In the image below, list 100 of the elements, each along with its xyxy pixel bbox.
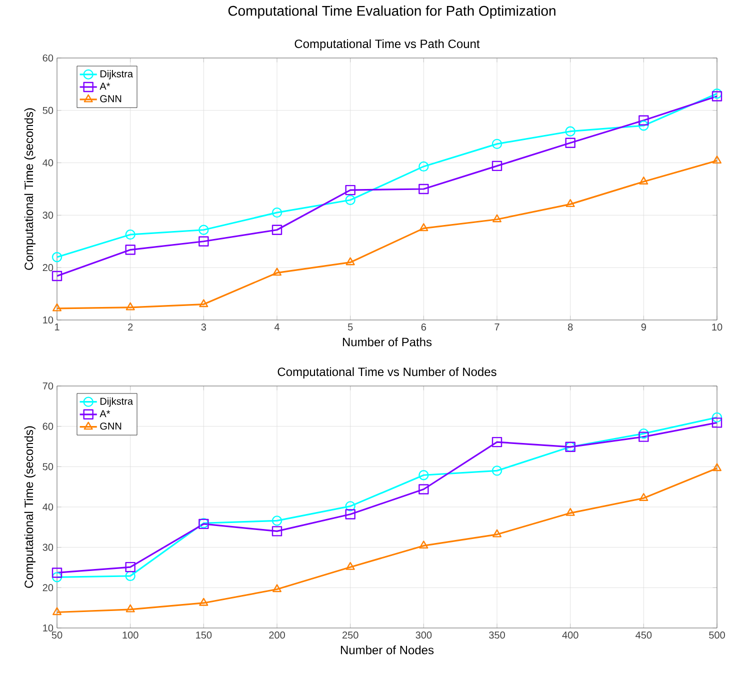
x-tick-label: 4	[274, 324, 280, 330]
y-tick-label: 10	[43, 316, 54, 324]
point	[345, 509, 356, 520]
legend-label: A*	[100, 410, 110, 418]
point	[712, 463, 722, 472]
point	[272, 516, 282, 526]
point	[272, 207, 282, 218]
point	[492, 214, 502, 222]
x-tick-label: 100	[122, 632, 138, 639]
point	[419, 223, 428, 232]
point	[198, 236, 209, 246]
point	[712, 88, 722, 99]
point	[566, 508, 575, 516]
y-tick-label: 70	[42, 382, 54, 390]
point	[52, 572, 62, 582]
point	[346, 257, 355, 266]
x-tick-label: 2	[128, 324, 133, 331]
x-tick-label: 450	[636, 632, 652, 639]
point	[52, 568, 62, 578]
y-tick-label: 20	[42, 584, 54, 592]
point	[712, 91, 722, 102]
point	[199, 598, 208, 606]
x-tick-label: 9	[641, 324, 646, 331]
x-tick-label: 8	[568, 324, 573, 331]
x-tick-label: 150	[196, 632, 212, 639]
x-tick-label: 5	[348, 324, 353, 330]
y-tick-label: 30	[42, 544, 54, 551]
point	[345, 184, 356, 196]
point	[272, 224, 282, 235]
point	[125, 244, 136, 255]
y-tick-label: 30	[42, 212, 54, 219]
x-tick-label: 1	[54, 324, 60, 330]
x-tick-label: 250	[342, 632, 358, 639]
point	[125, 562, 136, 572]
x-tick-label: 350	[489, 632, 505, 639]
legend-label: GNN	[100, 95, 122, 102]
point	[52, 252, 62, 262]
point	[639, 176, 648, 185]
point	[125, 229, 136, 240]
point	[638, 120, 649, 131]
x-tick-label: 300	[416, 632, 432, 639]
point	[565, 138, 576, 148]
x-tick-label: 500	[709, 632, 725, 639]
point	[345, 501, 356, 512]
x-tick-label: 10	[712, 324, 722, 331]
x-tick-label: 3	[201, 324, 206, 331]
y-tick-label: 60	[42, 54, 54, 62]
x-tick-label: 6	[421, 324, 426, 331]
point	[638, 432, 649, 442]
point	[418, 161, 429, 172]
point	[198, 224, 209, 235]
chart-title: Computational Time vs Number of Nodes	[278, 367, 496, 378]
y-tick-label: 50	[42, 106, 54, 114]
point	[492, 138, 502, 150]
point	[492, 466, 502, 476]
point	[712, 156, 722, 164]
point	[126, 302, 135, 310]
legend-label: Dijkstra	[100, 70, 134, 80]
point	[52, 303, 62, 312]
point	[638, 428, 649, 439]
point	[712, 418, 722, 428]
point	[492, 160, 502, 172]
y-tick-label: 60	[42, 422, 54, 430]
point	[125, 570, 136, 582]
point	[566, 199, 575, 208]
point	[638, 115, 649, 126]
point	[565, 126, 576, 136]
point	[418, 484, 429, 494]
point	[418, 184, 429, 194]
point	[418, 470, 429, 480]
x-tick-label: 7	[494, 324, 500, 330]
point	[419, 540, 428, 549]
chart-subtitle: Computational Time vs Path Count	[294, 39, 480, 50]
x-tick-label: 200	[269, 632, 285, 639]
y-tick-label: 40	[42, 503, 54, 511]
point	[199, 299, 208, 308]
x-tick-label: 50	[52, 632, 62, 639]
point	[345, 194, 356, 206]
point	[272, 584, 282, 592]
point	[272, 268, 282, 276]
x-axis-title: Number of Nodes	[340, 645, 434, 654]
point	[712, 412, 722, 423]
point	[52, 607, 62, 616]
legend-label: A*	[100, 82, 110, 90]
chart-title: Computational Time Evaluation for Path Optimization	[228, 6, 556, 19]
y-axis-title: Computational Time (seconds)	[24, 426, 36, 588]
y-tick-label: 40	[42, 159, 54, 166]
y-tick-label: 50	[42, 463, 54, 470]
x-tick-label: 400	[562, 632, 578, 639]
legend-label: Dijkstra	[100, 397, 134, 407]
point	[492, 529, 502, 538]
legend-label: GNN	[100, 422, 122, 430]
point	[346, 562, 355, 570]
point	[492, 436, 502, 448]
point	[52, 270, 62, 282]
y-tick-label: 20	[42, 264, 54, 272]
y-axis-title: Computational Time (seconds)	[24, 108, 36, 270]
y-tick-label: 10	[43, 624, 54, 632]
point	[126, 604, 135, 612]
x-axis-title: Number of Paths	[342, 337, 432, 346]
